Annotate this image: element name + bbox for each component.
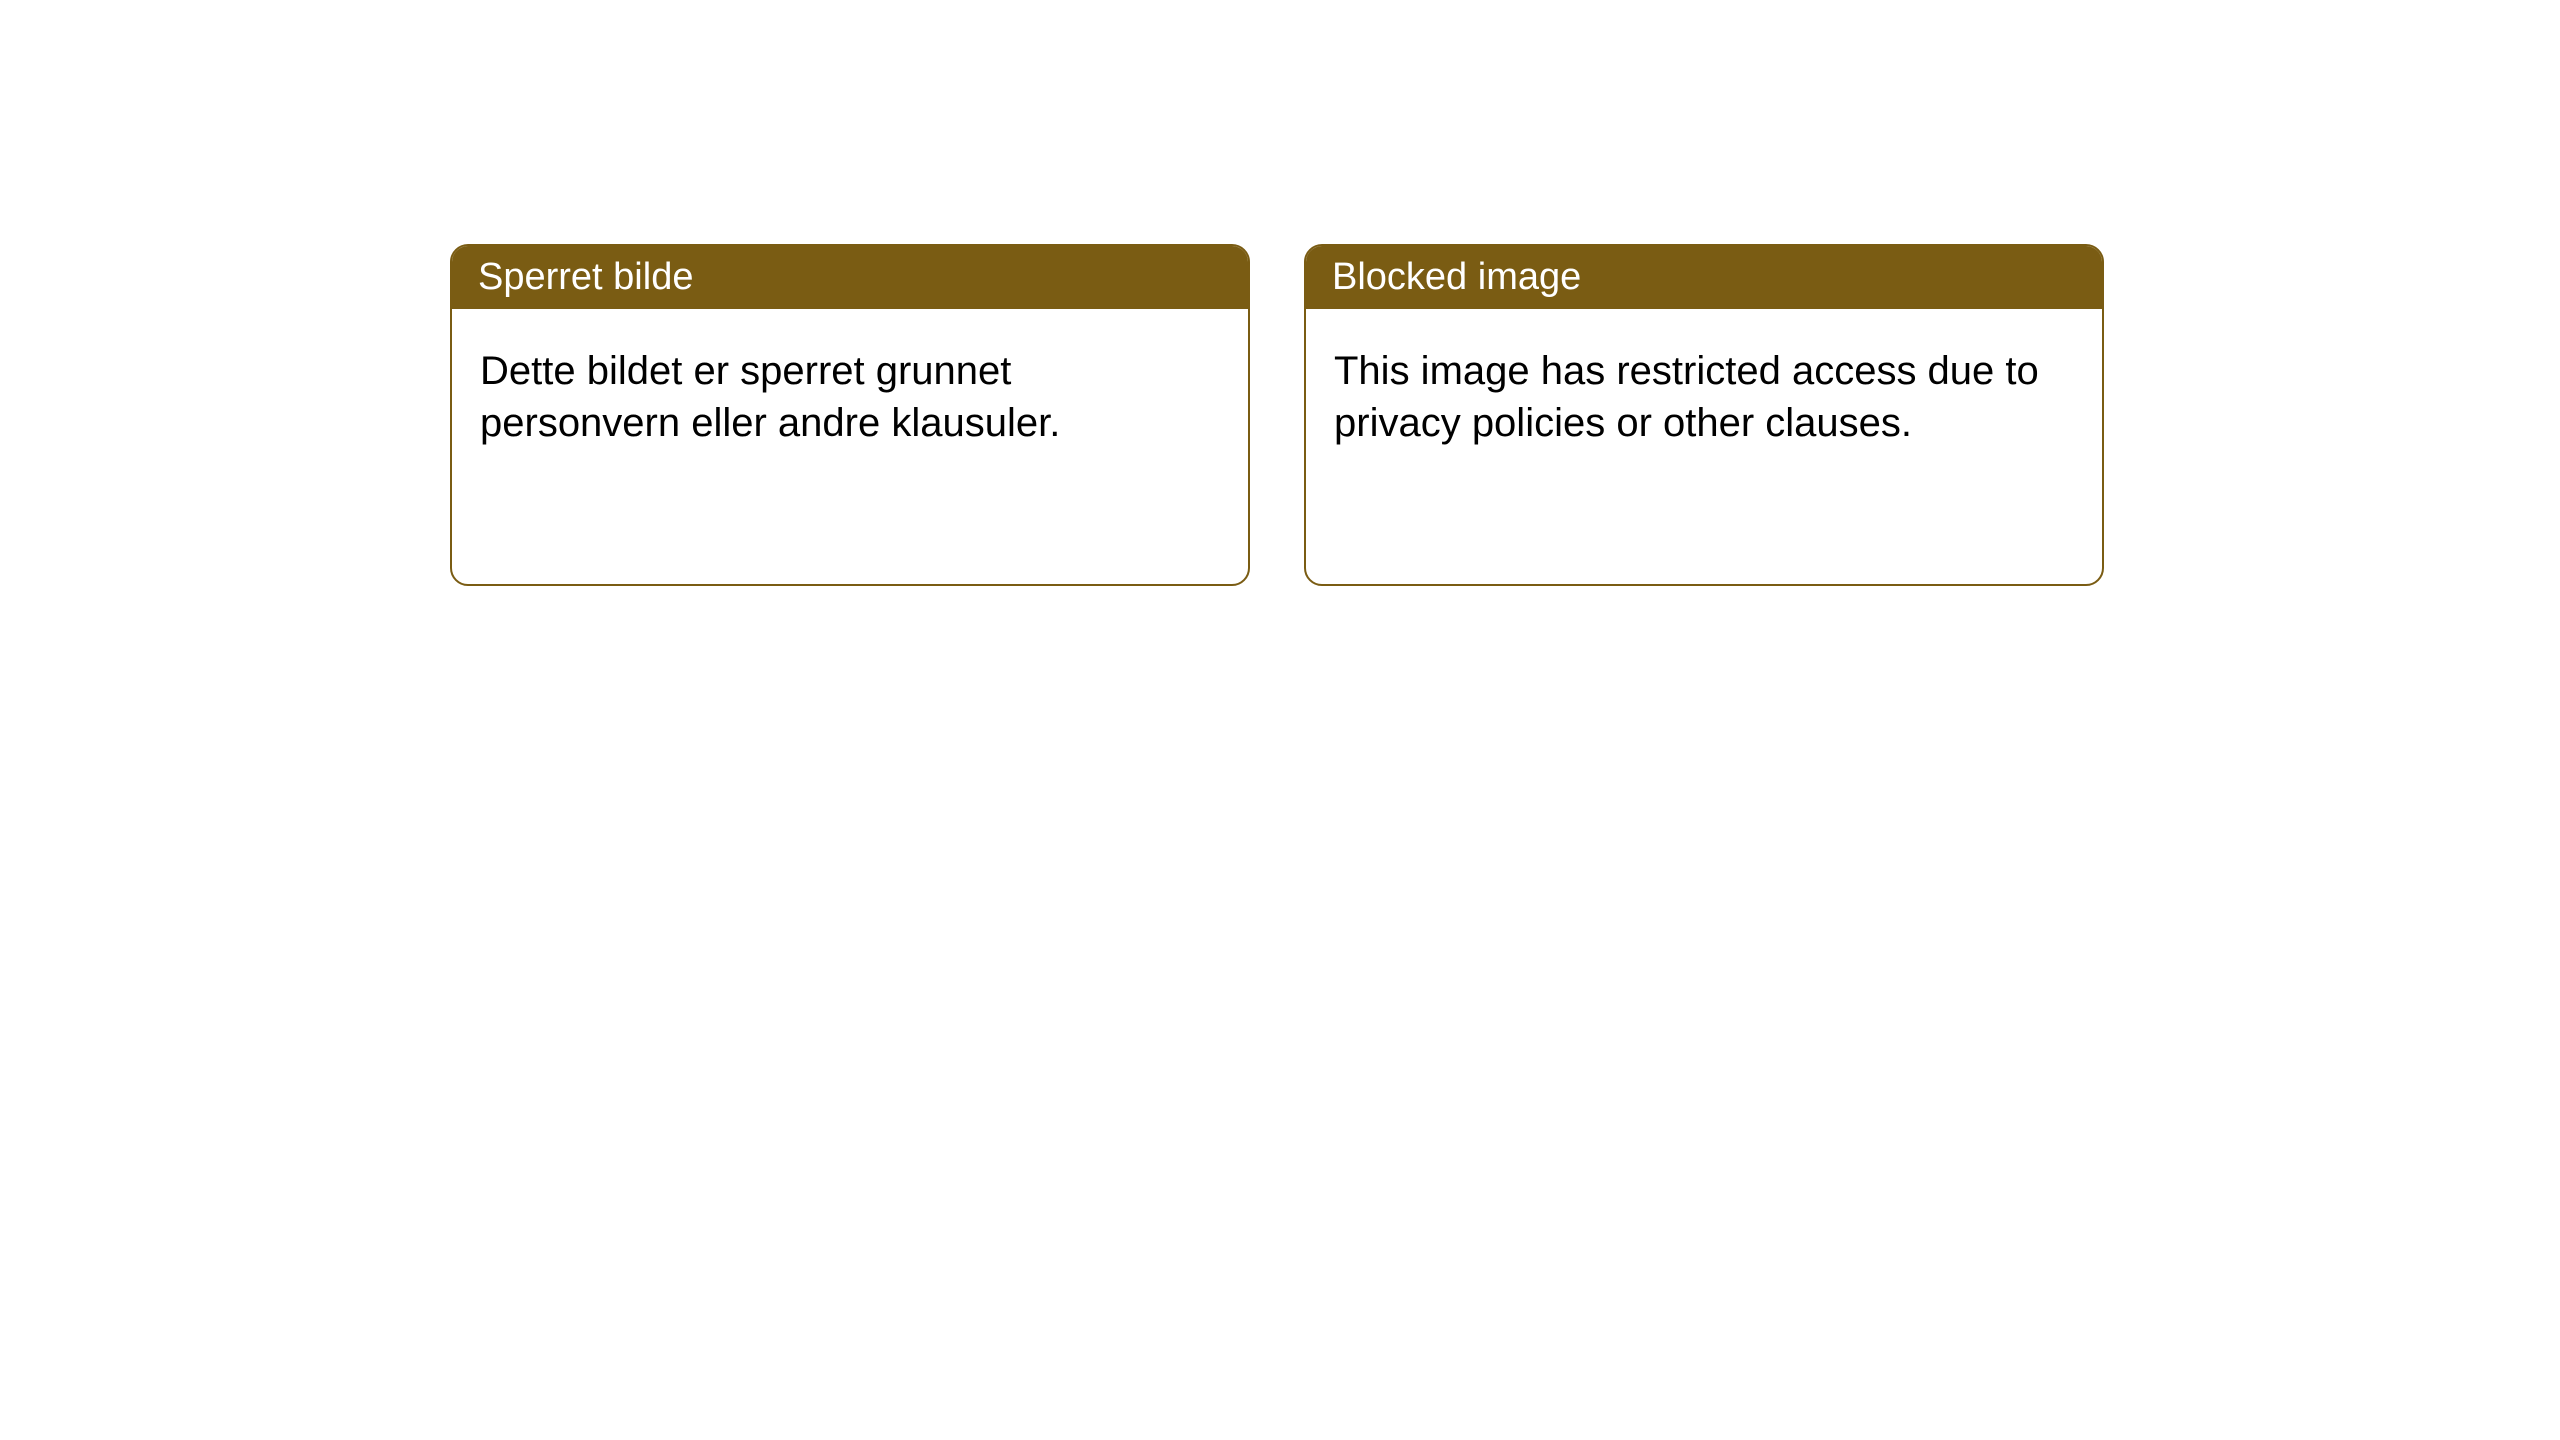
card-body-no: Dette bildet er sperret grunnet personve…	[452, 309, 1248, 584]
card-title-no: Sperret bilde	[478, 256, 693, 298]
card-header-en: Blocked image	[1306, 246, 2102, 309]
card-body-en: This image has restricted access due to …	[1306, 309, 2102, 584]
card-body-text-en: This image has restricted access due to …	[1334, 349, 2039, 445]
blocked-image-card-no: Sperret bilde Dette bildet er sperret gr…	[450, 244, 1250, 586]
card-title-en: Blocked image	[1332, 256, 1581, 298]
notice-container: Sperret bilde Dette bildet er sperret gr…	[0, 0, 2560, 586]
card-body-text-no: Dette bildet er sperret grunnet personve…	[480, 349, 1060, 445]
blocked-image-card-en: Blocked image This image has restricted …	[1304, 244, 2104, 586]
card-header-no: Sperret bilde	[452, 246, 1248, 309]
